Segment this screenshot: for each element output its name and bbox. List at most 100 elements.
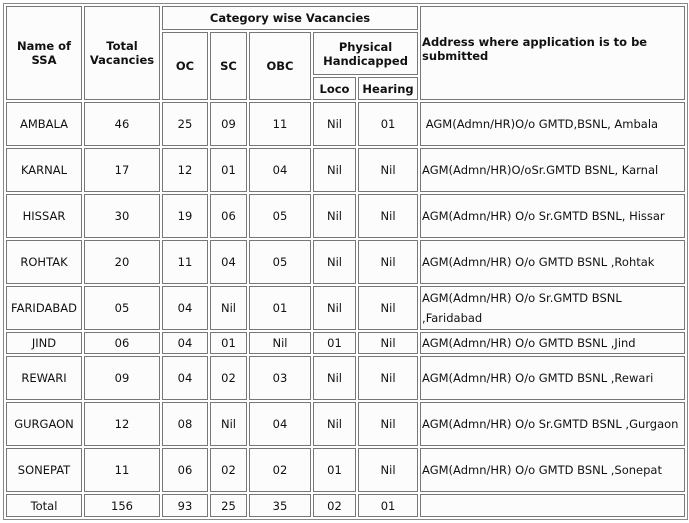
cell-hearing: Nil — [358, 332, 419, 354]
total-cell-address — [420, 494, 685, 517]
total-cell-hearing: 01 — [358, 494, 419, 517]
cell-hearing: Nil — [358, 240, 419, 284]
cell-loco: Nil — [313, 356, 356, 400]
cell-sc: 01 — [210, 148, 247, 192]
cell-address: AGM(Admn/HR)O/oSr.GMTD BSNL, Karnal — [420, 148, 685, 192]
cell-oc: 25 — [162, 102, 208, 146]
cell-loco: Nil — [313, 148, 356, 192]
cell-sc: 01 — [210, 332, 247, 354]
cell-total: 12 — [84, 402, 160, 446]
header-address: Address where application is to be submi… — [420, 6, 685, 100]
header-loco: Loco — [313, 77, 356, 100]
cell-hearing: Nil — [358, 448, 419, 492]
cell-oc: 12 — [162, 148, 208, 192]
header-oc: OC — [162, 32, 208, 100]
cell-total: 20 — [84, 240, 160, 284]
header-total-vacancies: Total Vacancies — [84, 6, 160, 100]
cell-loco: Nil — [313, 402, 356, 446]
cell-obc: 11 — [249, 102, 311, 146]
cell-sc: 02 — [210, 356, 247, 400]
cell-hearing: Nil — [358, 286, 419, 330]
cell-oc: 11 — [162, 240, 208, 284]
cell-obc: 04 — [249, 402, 311, 446]
cell-loco: Nil — [313, 286, 356, 330]
cell-total: 09 — [84, 356, 160, 400]
vacancies-table: Name of SSA Total Vacancies Category wis… — [3, 3, 688, 520]
cell-hearing: Nil — [358, 356, 419, 400]
table-row: FARIDABAD 05 04 Nil 01 Nil Nil AGM(Admn/HR) O/o… — [6, 286, 685, 330]
cell-obc: Nil — [249, 332, 311, 354]
cell-sc: 04 — [210, 240, 247, 284]
cell-sc: 02 — [210, 448, 247, 492]
header-obc: OBC — [249, 32, 311, 100]
cell-hearing: Nil — [358, 402, 419, 446]
cell-oc: 04 — [162, 286, 208, 330]
header-hearing: Hearing — [358, 77, 419, 100]
cell-obc: 03 — [249, 356, 311, 400]
cell-ssa: FARIDABAD — [6, 286, 82, 330]
cell-sc: Nil — [210, 286, 247, 330]
table-row: SONEPAT 11 06 02 02 01 Nil AGM(Admn/HR) O/o GMT… — [6, 448, 685, 492]
cell-ssa: KARNAL — [6, 148, 82, 192]
cell-obc: 02 — [249, 448, 311, 492]
cell-sc: 09 — [210, 102, 247, 146]
cell-ssa: JIND — [6, 332, 82, 354]
cell-sc: Nil — [210, 402, 247, 446]
cell-total: 11 — [84, 448, 160, 492]
table-row: AMBALA 46 25 09 11 Nil 01 AGM(Admn/HR)O/o GMTD… — [6, 102, 685, 146]
cell-ssa: SONEPAT — [6, 448, 82, 492]
cell-loco: 01 — [313, 332, 356, 354]
cell-ssa: AMBALA — [6, 102, 82, 146]
table-row: GURGAON 12 08 Nil 04 Nil Nil AGM(Admn/HR) O/o S… — [6, 402, 685, 446]
cell-loco: Nil — [313, 102, 356, 146]
cell-total: 05 — [84, 286, 160, 330]
cell-obc: 05 — [249, 240, 311, 284]
cell-total: 30 — [84, 194, 160, 238]
cell-total: 06 — [84, 332, 160, 354]
total-cell-sc: 25 — [210, 494, 247, 517]
totals-row: Total 156 93 25 35 02 01 — [6, 494, 685, 517]
cell-obc: 05 — [249, 194, 311, 238]
cell-address: AGM(Admn/HR) O/o GMTD BSNL ,Rewari — [420, 356, 685, 400]
cell-sc: 06 — [210, 194, 247, 238]
cell-oc: 08 — [162, 402, 208, 446]
cell-hearing: Nil — [358, 194, 419, 238]
cell-ssa: HISSAR — [6, 194, 82, 238]
cell-loco: Nil — [313, 240, 356, 284]
cell-address: AGM(Admn/HR) O/o Sr.GMTD BSNL ,Gurgaon — [420, 402, 685, 446]
cell-oc: 04 — [162, 356, 208, 400]
cell-oc: 04 — [162, 332, 208, 354]
table-row: HISSAR 30 19 06 05 Nil Nil AGM(Admn/HR) O/o Sr.… — [6, 194, 685, 238]
cell-total: 17 — [84, 148, 160, 192]
cell-address: AGM(Admn/HR)O/o GMTD,BSNL, Ambala — [420, 102, 685, 146]
cell-address: AGM(Admn/HR) O/o GMTD BSNL ,Jind — [420, 332, 685, 354]
cell-hearing: Nil — [358, 148, 419, 192]
total-cell-obc: 35 — [249, 494, 311, 517]
cell-oc: 19 — [162, 194, 208, 238]
cell-ssa: REWARI — [6, 356, 82, 400]
cell-ssa: ROHTAK — [6, 240, 82, 284]
total-cell-label: Total — [6, 494, 82, 517]
total-cell-loco: 02 — [313, 494, 356, 517]
cell-obc: 04 — [249, 148, 311, 192]
cell-ssa: GURGAON — [6, 402, 82, 446]
header-category-wise: Category wise Vacancies — [162, 6, 419, 30]
cell-loco: Nil — [313, 194, 356, 238]
table-row: ROHTAK 20 11 04 05 Nil Nil AGM(Admn/HR) O/o GMT… — [6, 240, 685, 284]
cell-oc: 06 — [162, 448, 208, 492]
table-body: AMBALA 46 25 09 11 Nil 01 AGM(Admn/HR)O/o GMTD… — [6, 102, 685, 517]
header-physical-handicapped: Physical Handicapped — [313, 32, 419, 75]
cell-loco: 01 — [313, 448, 356, 492]
cell-address: AGM(Admn/HR) O/o GMTD BSNL ,Rohtak — [420, 240, 685, 284]
cell-obc: 01 — [249, 286, 311, 330]
cell-address: AGM(Admn/HR) O/o GMTD BSNL ,Sonepat — [420, 448, 685, 492]
header-name-of-ssa: Name of SSA — [6, 6, 82, 100]
table-row: REWARI 09 04 02 03 Nil Nil AGM(Admn/HR) O/o GMT… — [6, 356, 685, 400]
total-cell-total: 156 — [84, 494, 160, 517]
total-cell-oc: 93 — [162, 494, 208, 517]
cell-total: 46 — [84, 102, 160, 146]
header-sc: SC — [210, 32, 247, 100]
cell-address: AGM(Admn/HR) O/o Sr.GMTD BSNL, Hissar — [420, 194, 685, 238]
table-row: KARNAL 17 12 01 04 Nil Nil AGM(Admn/HR)O/oSr.GM… — [6, 148, 685, 192]
cell-hearing: 01 — [358, 102, 419, 146]
